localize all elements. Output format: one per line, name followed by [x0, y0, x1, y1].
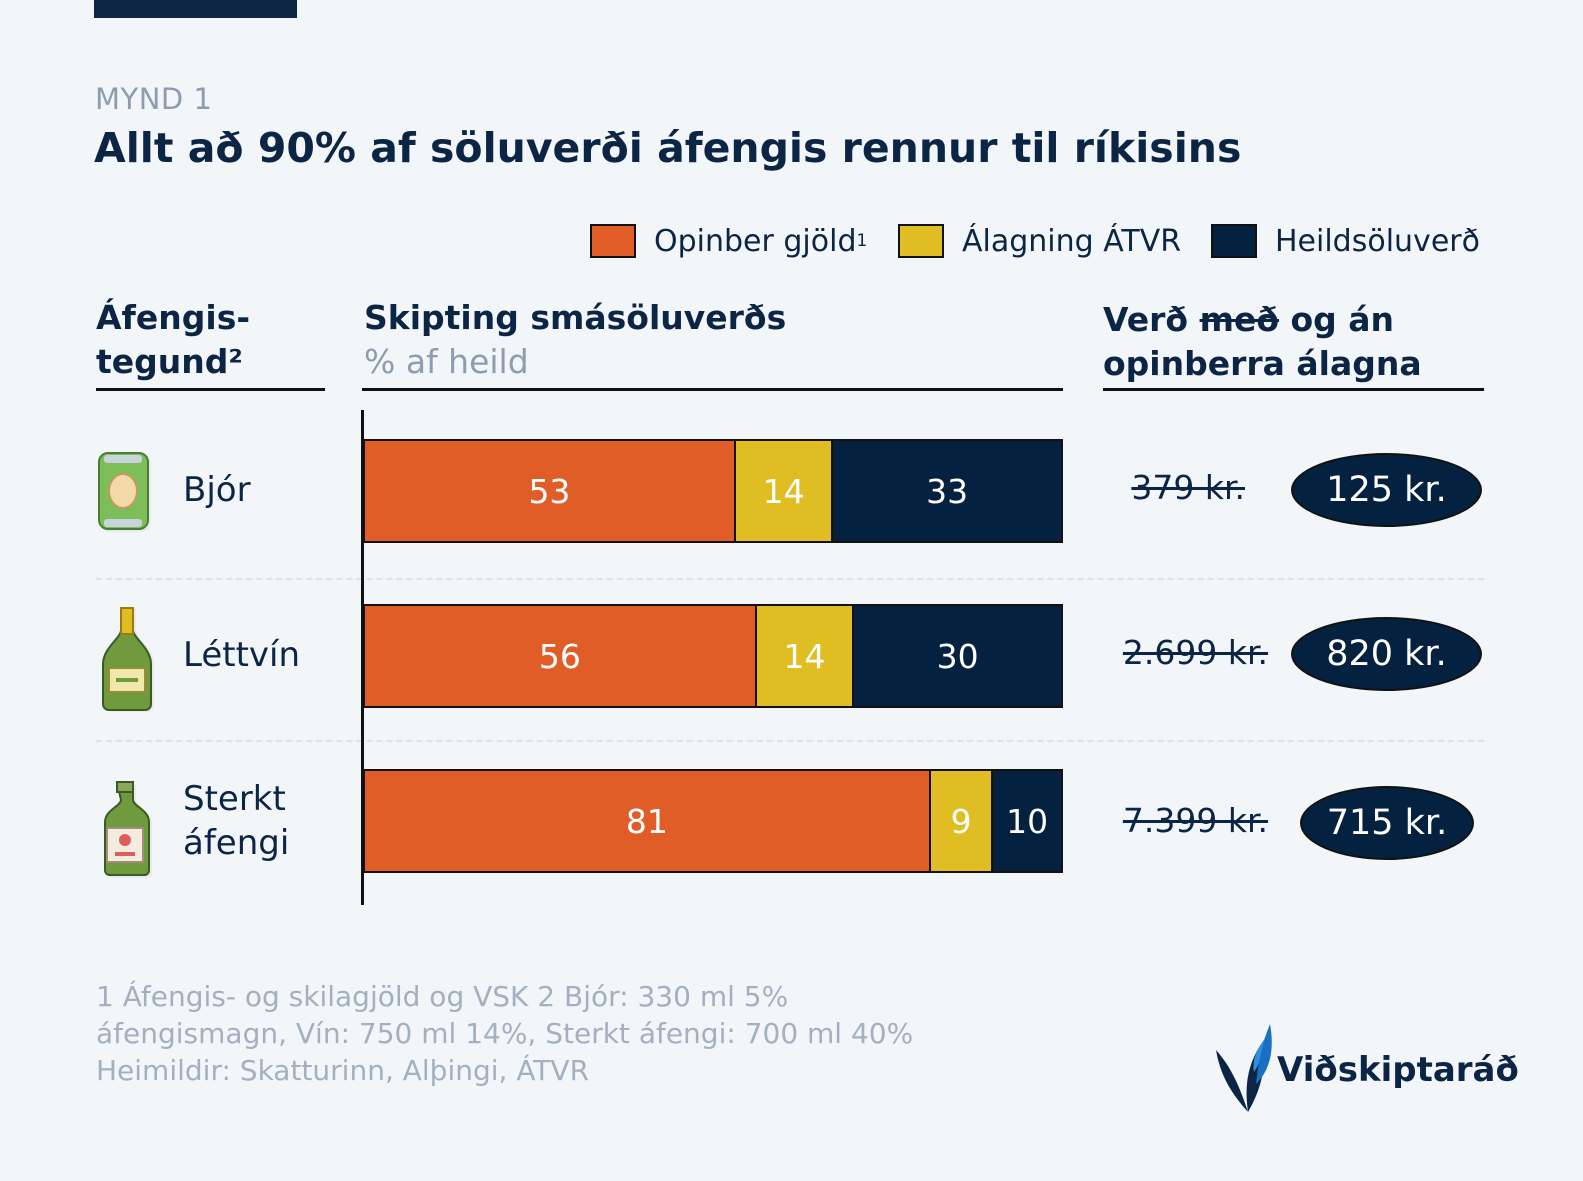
header-price-strike: með — [1199, 300, 1280, 339]
header-price-part2: og án — [1279, 300, 1395, 339]
category-label: Sterkt áfengi — [183, 777, 289, 865]
header-type: Áfengis- tegund² — [96, 296, 250, 384]
beer-can-icon — [98, 452, 151, 532]
wine-bottle-icon — [102, 607, 154, 712]
header-rule — [1103, 388, 1484, 391]
category-label-text: Léttvín — [183, 635, 301, 675]
header-split-sub: % af heild — [364, 342, 529, 381]
header-type-line1: Áfengis- — [96, 298, 251, 337]
bar-value-label: 81 — [625, 801, 668, 841]
stacked-bar-bjor: 53 14 33 — [363, 439, 1063, 543]
bar-segment-alagning-atvr: 9 — [928, 771, 992, 871]
bar-segment-opinber-gjold: 53 — [365, 441, 734, 541]
category-label: Bjór — [183, 468, 251, 512]
legend-swatch — [590, 224, 636, 258]
header-price-line2: opinberra álagna — [1103, 344, 1422, 383]
footnotes: 1 Áfengis- og skilagjöld og VSK 2 Bjór: … — [96, 978, 946, 1089]
legend-label: Álagning ÁTVR — [962, 223, 1182, 259]
header-rule — [96, 388, 325, 391]
bar-value-label: 9 — [950, 801, 972, 841]
price-without-taxes: 715 kr. — [1300, 786, 1474, 860]
brand-name: Viðskiptaráð — [1277, 1050, 1519, 1090]
legend-label: Heildsöluverð — [1275, 223, 1480, 259]
bar-value-label: 33 — [926, 471, 969, 511]
footnote-line: áfengismagn, Vín: 750 ml 14%, Sterkt áfe… — [96, 1017, 914, 1050]
stacked-bar-lettvin: 56 14 30 — [363, 604, 1063, 708]
bar-value-label: 10 — [1006, 801, 1049, 841]
legend-item-alagning: Álagning ÁTVR — [898, 221, 1181, 261]
row-separator — [96, 578, 1484, 580]
header-split-title: Skipting smásöluverðs — [364, 298, 787, 337]
footnote-line: Heimildir: Skatturinn, Alþingi, ÁTVR — [96, 1054, 590, 1087]
bar-segment-opinber-gjold: 56 — [365, 606, 755, 706]
bar-value-label: 53 — [528, 471, 571, 511]
price-with-taxes: 7.399 kr. — [1122, 801, 1268, 840]
bar-value-label: 30 — [936, 636, 979, 676]
header-price-part1: Verð — [1103, 300, 1200, 339]
bar-value-label: 14 — [783, 636, 826, 676]
bar-segment-heildsoluverd: 33 — [831, 441, 1061, 541]
price-with-taxes: 379 kr. — [1131, 468, 1245, 507]
bar-value-label: 14 — [762, 471, 805, 511]
category-label-line2: áfengi — [183, 823, 290, 863]
legend-item-heildsoluverd: Heildsöluverð — [1211, 221, 1480, 261]
bar-value-label: 56 — [538, 636, 581, 676]
row-separator — [96, 740, 1484, 742]
legend-swatch — [1211, 224, 1257, 258]
category-label-text: Bjór — [183, 470, 251, 510]
footnote-line: 1 Áfengis- og skilagjöld og VSK 2 Bjór: … — [96, 980, 789, 1013]
legend-swatch — [898, 224, 944, 258]
figure-label: MYND 1 — [95, 82, 213, 116]
brand-logo-icon — [1216, 1024, 1272, 1112]
legend-label: Opinber gjöld — [654, 223, 857, 259]
legend-item-opinber: Opinber gjöld 1 — [590, 221, 867, 261]
header-price: Verð með og án opinberra álagna — [1103, 298, 1422, 386]
legend-sup: 1 — [856, 231, 868, 251]
bar-segment-heildsoluverd: 10 — [991, 771, 1061, 871]
price-without-taxes: 820 kr. — [1291, 617, 1482, 691]
header-split: Skipting smásöluverðs % af heild — [364, 296, 786, 384]
category-label-line1: Sterkt — [183, 779, 286, 819]
price-without-taxes: 125 kr. — [1291, 453, 1482, 527]
header-type-line2: tegund² — [96, 342, 243, 381]
header-rule — [362, 388, 1063, 391]
bar-segment-alagning-atvr: 14 — [733, 441, 832, 541]
top-accent-bar — [94, 0, 297, 18]
bar-segment-opinber-gjold: 81 — [365, 771, 929, 871]
bar-segment-heildsoluverd: 30 — [852, 606, 1061, 706]
chart-title: Allt að 90% af söluverði áfengis rennur … — [94, 124, 1242, 172]
bar-segment-alagning-atvr: 14 — [754, 606, 853, 706]
y-axis-line — [361, 410, 364, 905]
price-with-taxes: 2.699 kr. — [1122, 633, 1268, 672]
liquor-bottle-icon — [104, 781, 152, 878]
category-label: Léttvín — [183, 633, 300, 677]
stacked-bar-sterkt: 81 9 10 — [363, 769, 1063, 873]
